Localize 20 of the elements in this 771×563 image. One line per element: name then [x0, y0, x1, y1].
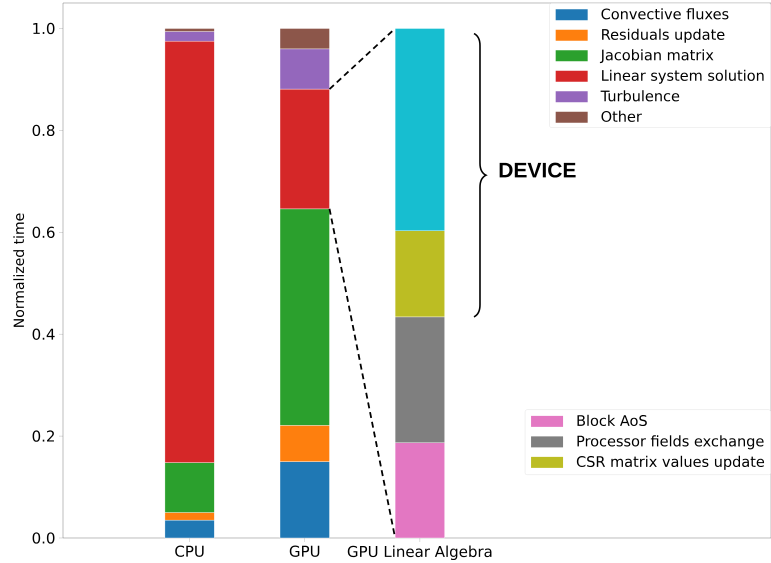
y-tick-label: 0.4	[32, 328, 55, 340]
legend-label: CSR matrix values update	[576, 456, 764, 470]
y-tick-label: 0.0	[32, 532, 54, 544]
legend-label: Block AoS	[577, 414, 647, 426]
y-tick-label: 0.8	[32, 124, 54, 136]
y-tick-label: 0.6	[32, 226, 55, 238]
x-tick-label: GPU	[290, 546, 320, 557]
legend-label: Turbulence	[600, 90, 680, 102]
legend-label: Other	[601, 110, 642, 122]
y-tick-label: 0.2	[32, 430, 54, 442]
legend-label: Linear system solution	[602, 70, 764, 84]
legend-label: Convective fluxes	[601, 8, 728, 20]
x-tick-label: GPU Linear Algebra	[348, 546, 492, 560]
text: DEVICE	[500, 162, 576, 178]
y-axis-title: Normalized time	[13, 214, 24, 327]
y-tick-label: 1.0	[33, 22, 54, 34]
x-tick-label: CPU	[175, 546, 204, 557]
legend-label: Residuals update	[602, 28, 724, 43]
legend-label: Jacobian matrix	[600, 49, 714, 64]
legend-label: Processor fields exchange	[577, 435, 764, 450]
